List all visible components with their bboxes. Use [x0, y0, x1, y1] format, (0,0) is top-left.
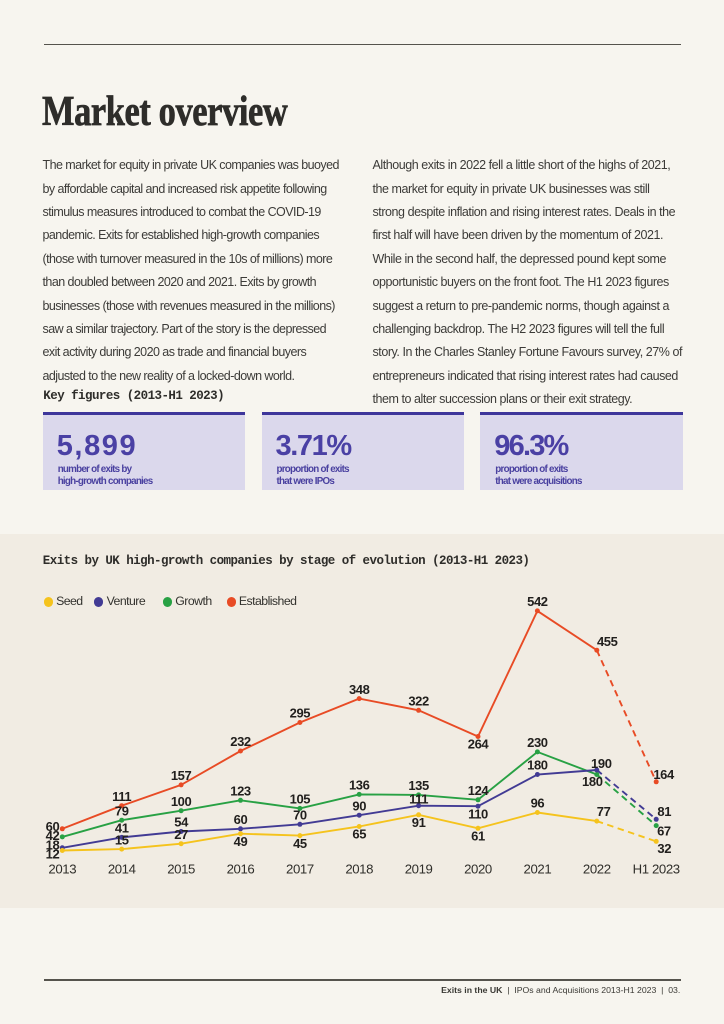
svg-text:124: 124	[468, 783, 490, 798]
svg-text:2020: 2020	[464, 862, 492, 877]
svg-text:60: 60	[234, 812, 248, 827]
svg-text:65: 65	[352, 827, 366, 842]
svg-text:54: 54	[174, 815, 189, 830]
svg-text:230: 230	[527, 735, 548, 750]
svg-text:2013: 2013	[48, 862, 76, 877]
svg-text:67: 67	[657, 824, 671, 839]
svg-text:42: 42	[46, 828, 60, 843]
svg-text:180: 180	[527, 758, 548, 773]
svg-text:100: 100	[171, 794, 192, 809]
svg-text:18: 18	[46, 837, 60, 852]
svg-text:45: 45	[293, 836, 307, 851]
svg-text:2019: 2019	[405, 862, 433, 877]
svg-text:455: 455	[597, 634, 618, 649]
svg-text:70: 70	[293, 808, 307, 823]
svg-text:2017: 2017	[286, 862, 314, 877]
svg-text:111: 111	[409, 792, 428, 807]
svg-text:77: 77	[597, 804, 611, 819]
svg-text:180: 180	[582, 774, 603, 789]
svg-text:542: 542	[527, 594, 548, 609]
svg-text:41: 41	[115, 821, 129, 836]
svg-text:49: 49	[234, 834, 248, 849]
svg-text:2021: 2021	[524, 862, 552, 877]
svg-text:79: 79	[115, 803, 129, 818]
svg-text:157: 157	[171, 768, 192, 783]
svg-text:322: 322	[408, 694, 429, 709]
svg-text:135: 135	[408, 778, 429, 793]
svg-text:61: 61	[471, 829, 485, 844]
svg-text:27: 27	[174, 827, 188, 842]
svg-text:164: 164	[653, 767, 675, 782]
svg-text:2016: 2016	[227, 862, 255, 877]
svg-text:12: 12	[46, 846, 60, 861]
svg-text:295: 295	[290, 706, 311, 721]
svg-text:111: 111	[112, 789, 131, 804]
svg-text:123: 123	[230, 784, 251, 799]
svg-text:96: 96	[531, 796, 545, 811]
svg-text:2018: 2018	[345, 862, 373, 877]
svg-text:264: 264	[468, 737, 490, 752]
svg-text:232: 232	[230, 734, 251, 749]
svg-text:90: 90	[352, 798, 366, 813]
svg-text:190: 190	[591, 756, 612, 771]
svg-text:2014: 2014	[108, 862, 136, 877]
svg-text:15: 15	[115, 832, 129, 847]
svg-text:105: 105	[290, 792, 311, 807]
svg-text:81: 81	[657, 804, 671, 819]
svg-text:110: 110	[468, 806, 488, 821]
svg-text:2022: 2022	[583, 862, 611, 877]
svg-text:H1 2023: H1 2023	[633, 862, 680, 877]
svg-text:60: 60	[46, 819, 60, 834]
svg-text:2015: 2015	[167, 862, 195, 877]
svg-text:136: 136	[349, 778, 370, 793]
svg-text:91: 91	[412, 815, 426, 830]
svg-text:348: 348	[349, 682, 370, 697]
svg-text:32: 32	[657, 841, 671, 856]
